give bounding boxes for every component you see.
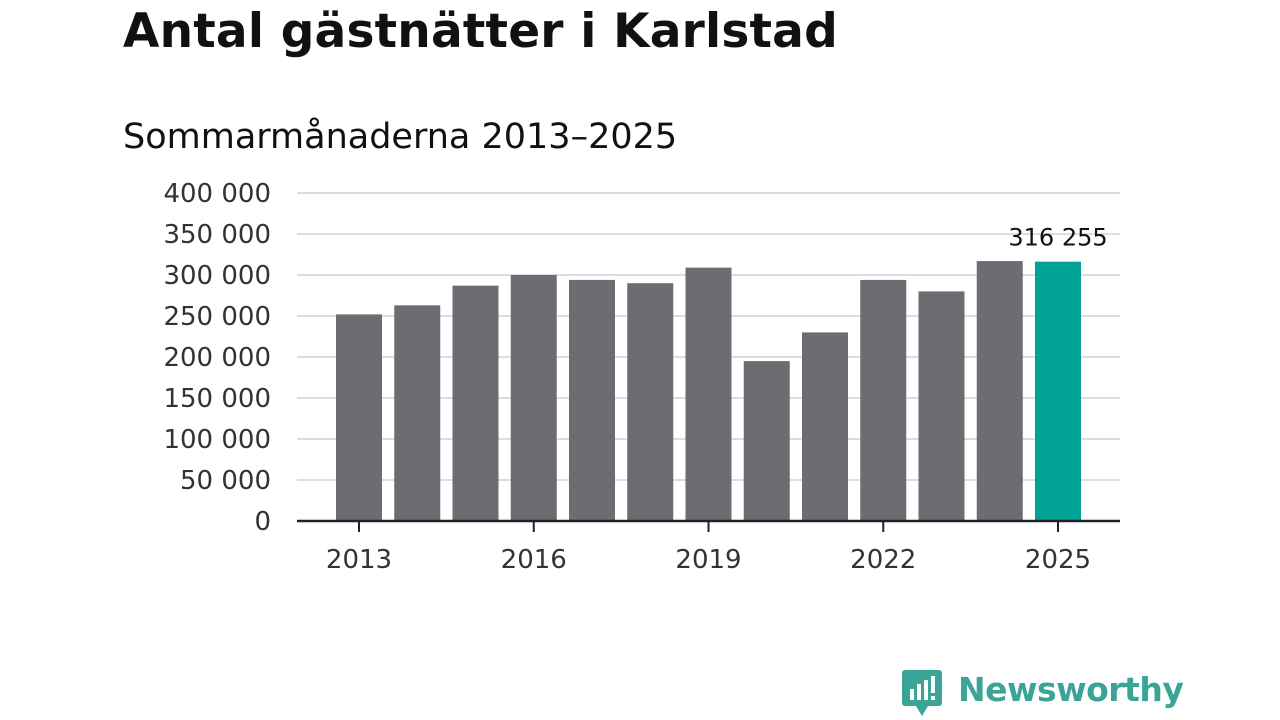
- bar-chart-speech-bubble-icon: [902, 670, 942, 716]
- bar-2024: [976, 261, 1023, 521]
- bar-2017: [569, 279, 615, 521]
- bar-2018: [627, 283, 674, 521]
- x-axis: [297, 519, 1120, 532]
- bar-2020: [743, 361, 790, 521]
- x-tick-label: 2025: [1025, 545, 1091, 575]
- x-tick-label: 2016: [501, 545, 567, 575]
- x-tick-label: 2013: [326, 545, 392, 575]
- y-tick-label: 400 000: [163, 179, 271, 209]
- bar-2014: [394, 305, 441, 521]
- bar-2016: [510, 275, 557, 521]
- y-tick-label: 100 000: [163, 425, 271, 455]
- y-tick-label: 250 000: [163, 302, 271, 332]
- x-axis-tick-labels: 2013 2016 2019 2022 2025: [326, 545, 1091, 575]
- x-tick-label: 2022: [850, 545, 916, 575]
- bar-2015: [452, 285, 499, 521]
- chart-title: Antal gästnätter i Karlstad: [123, 4, 838, 59]
- bar-chart: 0 50 000 100 000 150 000 200 000 250 000 300 0…: [163, 179, 1120, 575]
- y-tick-label: 300 000: [163, 261, 271, 291]
- x-tick-label: 2019: [675, 545, 741, 575]
- data-labels: 316 255: [1008, 224, 1107, 252]
- y-tick-label: 350 000: [163, 220, 271, 250]
- bar-2023: [918, 291, 965, 521]
- y-tick-label: 200 000: [163, 343, 271, 373]
- y-tick-label: 50 000: [180, 466, 271, 496]
- newsworthy-logo: Newsworthy: [902, 670, 1184, 720]
- y-tick-label: 150 000: [163, 384, 271, 414]
- bar-2019: [685, 267, 732, 521]
- bar-2022: [860, 279, 907, 521]
- bar-2021: [802, 332, 848, 521]
- bars: [336, 261, 1081, 521]
- brand-name: Newsworthy: [958, 670, 1184, 709]
- y-tick-label: 0: [254, 507, 271, 537]
- chart-subtitle: Sommarmånaderna 2013–2025: [123, 117, 678, 157]
- bar-2013: [336, 314, 382, 521]
- highlight-value-label: 316 255: [1008, 224, 1107, 252]
- bar-2025: [1035, 261, 1081, 521]
- y-axis-tick-labels: 0 50 000 100 000 150 000 200 000 250 000 300 0…: [163, 179, 271, 537]
